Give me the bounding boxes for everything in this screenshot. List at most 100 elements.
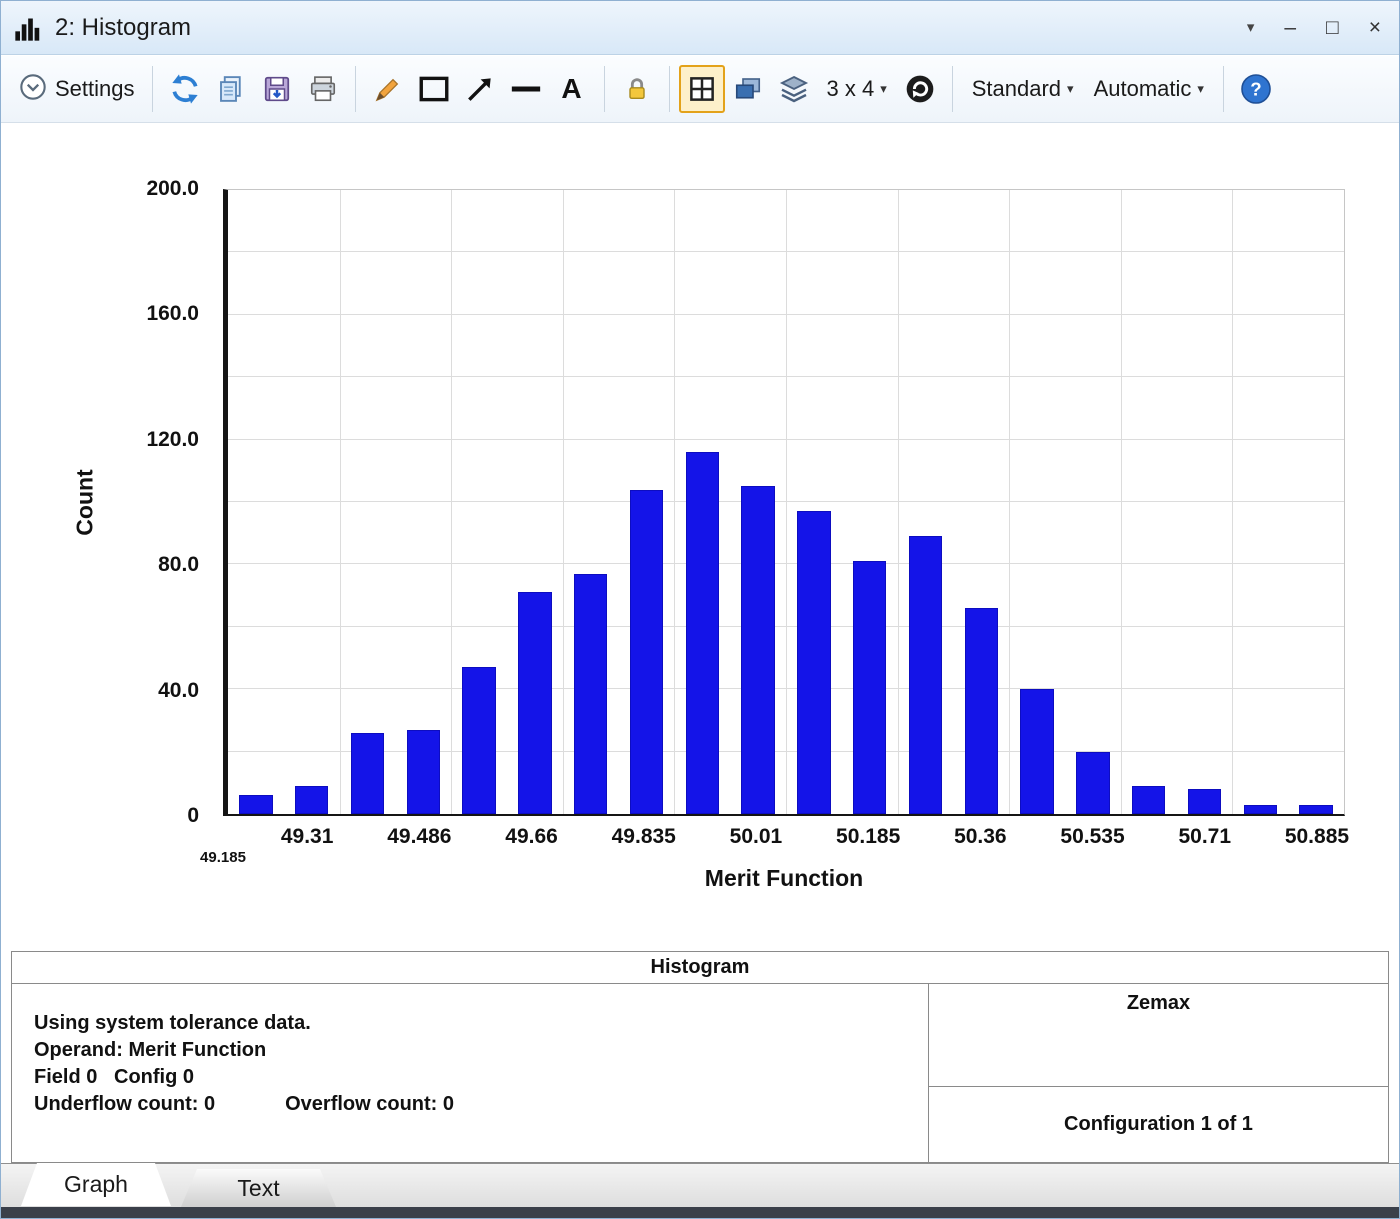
histogram-bar (1020, 689, 1053, 814)
copy-icon (216, 74, 246, 104)
rectangle-tool-button[interactable] (411, 65, 457, 113)
histogram-bar (574, 574, 607, 814)
histogram-bar (1076, 752, 1109, 814)
info-line-tolerance: Using system tolerance data. (34, 1010, 928, 1037)
window-menu-caret[interactable]: ▾ (1247, 20, 1255, 35)
histogram-bar (462, 667, 495, 814)
toolbar-separator (355, 66, 356, 112)
gridline-vertical (1232, 190, 1233, 814)
cascade-windows-button[interactable] (725, 65, 771, 113)
split-window-button[interactable] (679, 65, 725, 113)
automatic-label: Automatic (1094, 76, 1192, 102)
x-tick-label: 50.36 (954, 825, 1007, 849)
histogram-bar (295, 786, 328, 814)
info-line-field-config: Field 0 Config 0 (34, 1064, 928, 1091)
x-tick-label: 50.01 (730, 825, 783, 849)
underflow-count: Underflow count: 0 (34, 1091, 215, 1118)
standard-dropdown[interactable]: Standard ▾ (962, 65, 1084, 113)
text-tool-button[interactable]: A (549, 65, 595, 113)
toolbar-separator (1223, 66, 1224, 112)
toolbar-separator (604, 66, 605, 112)
y-tick-label: 160.0 (146, 302, 199, 326)
x-tick-label: 49.31 (281, 825, 334, 849)
lock-button[interactable] (614, 65, 660, 113)
grid-size-dropdown[interactable]: 3 x 4 ▾ (817, 65, 897, 113)
y-tick-label: 0 (187, 804, 199, 828)
y-axis-labels: 040.080.0120.0160.0200.0 (1, 189, 205, 816)
minimize-button[interactable]: – (1284, 17, 1296, 38)
settings-label: Settings (55, 76, 135, 102)
histogram-bar (686, 452, 719, 814)
line-icon (509, 72, 543, 106)
info-right-column: Zemax Configuration 1 of 1 (928, 984, 1388, 1162)
help-icon: ? (1240, 73, 1272, 105)
gridline-vertical (786, 190, 787, 814)
plot-area (223, 189, 1345, 816)
save-icon (262, 74, 292, 104)
print-button[interactable] (300, 65, 346, 113)
info-panel-text: Using system tolerance data. Operand: Me… (12, 984, 928, 1162)
text-tool-icon: A (561, 73, 581, 105)
save-button[interactable] (254, 65, 300, 113)
gridline-vertical (1009, 190, 1010, 814)
tab-graph-label: Graph (64, 1171, 128, 1198)
gridline-vertical (1121, 190, 1122, 814)
x-tick-label: 50.885 (1285, 825, 1349, 849)
histogram-bar (630, 490, 663, 814)
standard-label: Standard (972, 76, 1061, 102)
window-title: 2: Histogram (55, 14, 1247, 42)
print-icon (308, 74, 338, 104)
copy-button[interactable] (208, 65, 254, 113)
tab-bar: Graph Text (1, 1163, 1399, 1207)
reset-view-icon (904, 73, 936, 105)
layers-icon (778, 73, 810, 105)
histogram-bar (518, 592, 551, 814)
chevron-down-icon: ▾ (880, 81, 887, 97)
y-tick-label: 200.0 (146, 177, 199, 201)
histogram-bar (239, 795, 272, 814)
tab-graph[interactable]: Graph (21, 1163, 171, 1206)
rectangle-icon (417, 72, 451, 106)
line-tool-button[interactable] (503, 65, 549, 113)
settings-chevron-icon (19, 73, 47, 106)
lock-icon (623, 75, 651, 103)
histogram-bar (909, 536, 942, 814)
settings-button[interactable]: Settings (11, 73, 143, 106)
histogram-bar (1244, 805, 1277, 814)
pencil-icon (373, 74, 403, 104)
help-button[interactable]: ? (1233, 65, 1279, 113)
grid-size-label: 3 x 4 (827, 76, 875, 102)
window-bottom-edge (1, 1207, 1399, 1219)
automatic-dropdown[interactable]: Automatic ▾ (1084, 65, 1214, 113)
histogram-bar (1132, 786, 1165, 814)
refresh-button[interactable] (162, 65, 208, 113)
split-window-icon (687, 74, 717, 104)
x-tick-label: 50.185 (836, 825, 900, 849)
histogram-app-icon (13, 13, 43, 43)
x-tick-label: 49.66 (505, 825, 558, 849)
x-axis-labels: 49.3149.48649.6649.83550.0150.18550.3650… (223, 825, 1345, 855)
x-axis-title: Merit Function (223, 865, 1345, 892)
brand-label: Zemax (929, 984, 1388, 1087)
close-button[interactable]: × (1369, 17, 1381, 38)
overflow-count: Overflow count: 0 (285, 1091, 454, 1118)
reset-view-button[interactable] (897, 65, 943, 113)
gridline-vertical (898, 190, 899, 814)
pencil-tool-button[interactable] (365, 65, 411, 113)
x-tick-label: 50.535 (1060, 825, 1124, 849)
toolbar-separator (669, 66, 670, 112)
configuration-label: Configuration 1 of 1 (929, 1087, 1388, 1162)
x-tick-label: 50.71 (1178, 825, 1231, 849)
arrow-tool-button[interactable] (457, 65, 503, 113)
arrow-icon (464, 73, 496, 105)
gridline-vertical (674, 190, 675, 814)
histogram-bar (741, 486, 774, 814)
toolbar-separator (152, 66, 153, 112)
gridline-vertical (563, 190, 564, 814)
maximize-button[interactable]: □ (1326, 17, 1339, 38)
info-panel: Histogram Using system tolerance data. O… (11, 951, 1389, 1163)
histogram-bar (1299, 805, 1332, 814)
tab-text[interactable]: Text (181, 1169, 336, 1207)
layers-button[interactable] (771, 65, 817, 113)
info-line-operand: Operand: Merit Function (34, 1037, 928, 1064)
